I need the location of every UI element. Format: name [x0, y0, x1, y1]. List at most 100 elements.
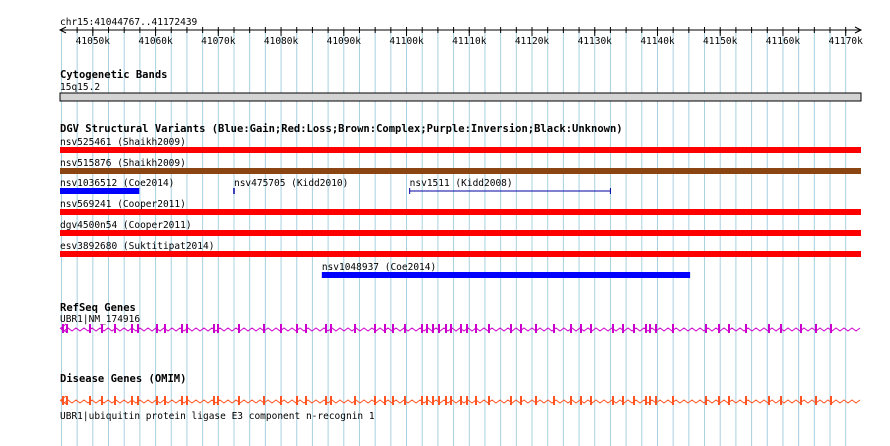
gene-exon	[718, 324, 720, 333]
gene-exon	[238, 324, 240, 333]
gene-exon	[445, 396, 447, 405]
gene-exon	[510, 396, 512, 405]
gene-exon	[728, 324, 730, 333]
variant-label: nsv475705 (Kidd2010)	[234, 178, 348, 189]
gene-exon	[705, 324, 707, 333]
gene-exon	[570, 396, 572, 405]
gene-exon	[181, 324, 183, 333]
ruler-tick-label: 41050k	[76, 36, 111, 47]
variant-bar[interactable]	[60, 209, 861, 215]
gene-exon	[280, 324, 282, 333]
cyto-band[interactable]	[59, 92, 862, 102]
variant-label: nsv525461 (Shaikh2009)	[60, 137, 186, 148]
omim-gene-ubr1[interactable]	[59, 395, 861, 405]
gene-exon	[114, 396, 116, 405]
gene-exon	[553, 396, 555, 405]
ruler-tick-label: 41160k	[766, 36, 801, 47]
variant-label: esv3892680 (Suktitipat2014)	[60, 241, 214, 252]
variant-label: dgv4500n54 (Cooper2011)	[60, 220, 192, 231]
gene-exon	[421, 324, 423, 333]
gene-exon	[475, 396, 477, 405]
gene-exon	[213, 324, 215, 333]
gene-exon	[296, 396, 298, 405]
variant-label: nsv1048937 (Coe2014)	[322, 262, 436, 273]
ruler-tick-label: 41060k	[138, 36, 173, 47]
gene-exon	[745, 396, 747, 405]
gene-exon	[655, 396, 657, 405]
gene-exon	[460, 396, 462, 405]
gene-exon	[404, 324, 406, 333]
variant-label: nsv515876 (Shaikh2009)	[60, 158, 186, 169]
ruler-tick-label: 41150k	[703, 36, 738, 47]
gene-exon	[164, 396, 166, 405]
gene-exon	[305, 396, 307, 405]
refseq-track-title: RefSeq Genes	[60, 302, 136, 314]
gene-exon	[305, 324, 307, 333]
gene-exon	[238, 396, 240, 405]
gene-exon	[354, 396, 356, 405]
gene-exon	[426, 396, 428, 405]
gene-exon	[622, 324, 624, 333]
gene-exon	[590, 324, 592, 333]
gene-exon	[426, 324, 428, 333]
gene-exon	[217, 396, 219, 405]
gene-exon	[131, 324, 133, 333]
gene-exon	[520, 396, 522, 405]
variant-bar[interactable]	[60, 230, 861, 236]
strand-arrow-icon	[60, 323, 67, 333]
gene-exon	[728, 396, 730, 405]
gene-exon	[432, 324, 434, 333]
gene-exon	[475, 324, 477, 333]
gene-exon	[800, 396, 802, 405]
gene-exon	[466, 324, 468, 333]
gene-exon	[815, 396, 817, 405]
gene-exon	[815, 324, 817, 333]
ruler-tick-label: 41170k	[829, 36, 864, 47]
variant-label: nsv1036512 (Coe2014)	[60, 178, 174, 189]
variant-bar[interactable]	[60, 188, 140, 194]
gene-exon	[830, 324, 832, 333]
gene-exon	[330, 324, 332, 333]
gene-exon	[186, 396, 188, 405]
ruler[interactable]: 41050k 41060k 41070k 41080k 41090k 41100k 4111…	[58, 26, 864, 47]
gene-exon	[62, 324, 64, 333]
variant-bar[interactable]	[60, 147, 861, 153]
variant-bar[interactable]	[321, 272, 691, 278]
gene-exon	[535, 396, 537, 405]
gene-exon	[745, 324, 747, 333]
gene-exon	[768, 324, 770, 333]
gene-exon	[354, 324, 356, 333]
gene-exon	[705, 396, 707, 405]
ruler-tick-label: 41070k	[201, 36, 236, 47]
gene-exon	[649, 324, 651, 333]
gene-exon	[263, 324, 265, 333]
gene-exon	[535, 324, 537, 333]
gene-exon	[520, 324, 522, 333]
gene-exon	[580, 396, 582, 405]
gene-exon	[438, 396, 440, 405]
gene-exon	[263, 396, 265, 405]
gene-exon	[612, 396, 614, 405]
gene-exon	[438, 324, 440, 333]
gene-exon	[645, 396, 647, 405]
gene-exon	[66, 324, 68, 333]
gene-exon	[445, 324, 447, 333]
gene-exon	[460, 324, 462, 333]
refseq-gene-ubr1[interactable]	[59, 323, 861, 333]
variant-bar[interactable]	[60, 168, 861, 174]
variant-bar[interactable]	[60, 251, 861, 257]
variant-label: nsv1511 (Kidd2008)	[410, 178, 513, 189]
variant-thin-bar[interactable]	[409, 188, 611, 194]
gene-exon	[66, 396, 68, 405]
ruler-left-arrow-icon	[58, 26, 67, 34]
strand-arrow-icon	[60, 395, 67, 405]
ruler-right-arrow-icon	[854, 26, 863, 34]
gene-exon	[510, 324, 512, 333]
gene-exon	[392, 324, 394, 333]
omim-gene-label: UBR1|ubiquitin protein ligase E3 compone…	[60, 411, 375, 422]
gene-exon	[488, 396, 490, 405]
gene-exon	[325, 396, 327, 405]
gene-exon	[466, 396, 468, 405]
gene-exon	[89, 396, 91, 405]
gene-exon	[672, 396, 674, 405]
